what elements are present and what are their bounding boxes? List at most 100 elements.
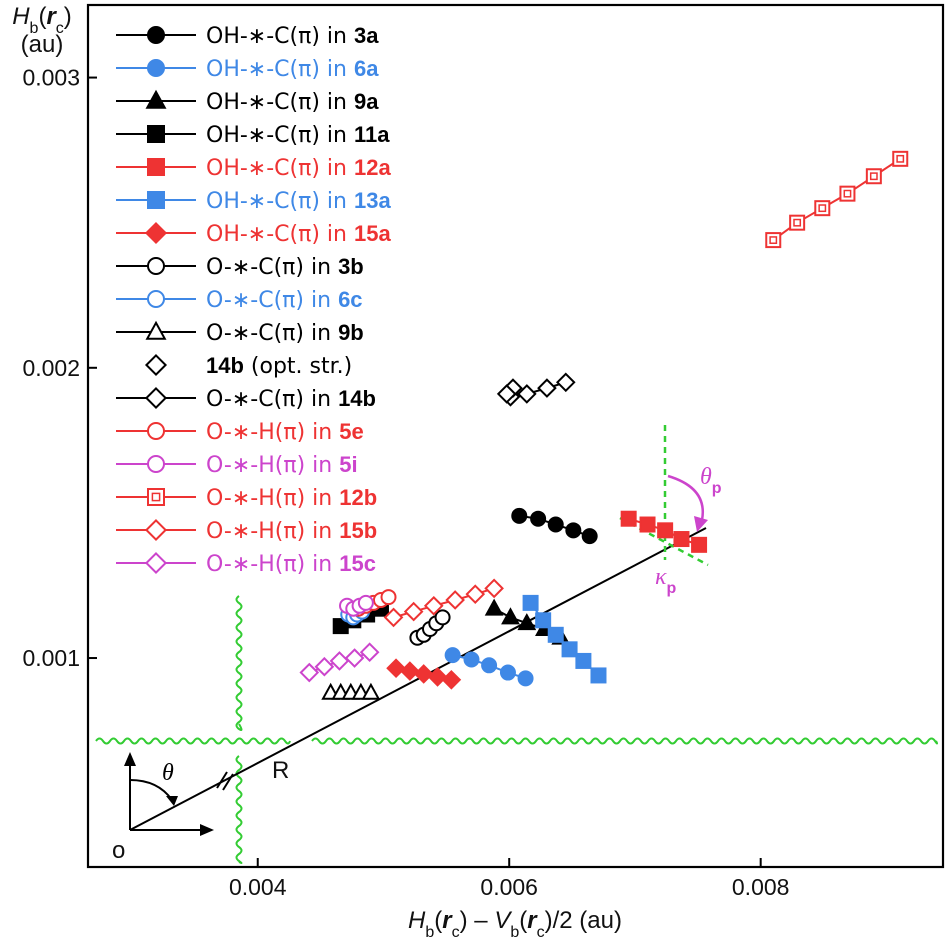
legend-marker (147, 488, 165, 506)
series-5i (339, 594, 374, 617)
data-point (765, 232, 782, 249)
legend-marker (144, 386, 168, 410)
series-9b (321, 682, 381, 700)
data-point-inner (896, 154, 905, 163)
legend-entry: O-∗-H(π) in 5e (116, 419, 364, 445)
legend-marker (145, 320, 167, 340)
series-3a (511, 507, 598, 545)
data-point (565, 522, 582, 539)
data-point (386, 658, 406, 679)
legend-marker (147, 257, 165, 275)
data-point (789, 214, 806, 231)
data-point (547, 626, 564, 643)
legend-entry: O-∗-H(π) in 12b (116, 485, 377, 511)
data-point (445, 590, 465, 610)
wavy-separator-horizontal-left (95, 737, 291, 745)
data-point (463, 651, 480, 668)
y-tick-label: 0.001 (22, 645, 80, 671)
legend-marker (144, 221, 168, 245)
data-point (501, 607, 520, 625)
data-point (383, 607, 404, 628)
data-point (344, 648, 365, 668)
legend-label: OH-∗-C(π) in 3a (206, 23, 379, 49)
data-point (361, 682, 381, 700)
legend-label: O-∗-C(π) in 3b (206, 254, 364, 280)
legend-label: O-∗-C(π) in 14b (206, 386, 376, 412)
data-point (530, 510, 547, 527)
data-point (673, 531, 690, 548)
theta-label: θ (162, 760, 174, 786)
data-point (444, 647, 461, 664)
data-point (547, 516, 564, 533)
legend-marker (147, 125, 165, 143)
data-point (400, 661, 420, 681)
origin-label: o (112, 837, 125, 864)
legend-label: O-∗-C(π) in 6c (206, 287, 363, 313)
legend-marker (144, 353, 168, 377)
legend-label: O-∗-H(π) in 15c (206, 551, 376, 577)
legend-entry: O-∗-H(π) in 15b (116, 518, 377, 544)
legend-entry: OH-∗-C(π) in 13a (116, 188, 391, 214)
data-point (517, 670, 534, 687)
data-point-inner (769, 236, 778, 244)
x-axis: 0.004 0.006 0.008 (229, 858, 789, 900)
data-point (423, 595, 444, 616)
legend-label: OH-∗-C(π) in 12a (206, 155, 391, 181)
data-point (427, 667, 448, 687)
data-point (465, 584, 486, 604)
y-axis-title: Hb(rc) (12, 3, 72, 37)
theta-p-label: θp (700, 464, 722, 497)
legend-entry: OH-∗-C(π) in 3a (116, 23, 379, 49)
data-point (892, 150, 909, 167)
legend-label: OH-∗-C(π) in 13a (206, 188, 391, 214)
arrow-up-icon (124, 752, 136, 766)
data-point (639, 516, 656, 533)
data-point (517, 384, 537, 404)
legend-label: OH-∗-C(π) in 15a (206, 221, 391, 247)
data-point-inner (818, 204, 827, 213)
legend-label: OH-∗-C(π) in 9a (206, 89, 379, 115)
series-15c (299, 642, 380, 683)
legend-label: 14b (opt. str.) (206, 353, 352, 379)
legend-marker (147, 26, 165, 44)
data-point (537, 378, 557, 398)
legend: OH-∗-C(π) in 3a OH-∗-C(π) in 6a OH-∗-C(π) … (116, 23, 391, 577)
legend-entry: O-∗-C(π) in 6c (116, 287, 363, 313)
data-point (590, 667, 607, 684)
kappa-p-label: κp (655, 564, 677, 597)
data-point (484, 578, 504, 599)
series-12b (765, 150, 909, 249)
legend-label: O-∗-C(π) in 9b (206, 320, 364, 346)
legend-marker (144, 551, 168, 575)
data-point (522, 594, 539, 611)
data-point (561, 641, 578, 658)
data-point (403, 601, 424, 622)
legend-entry: OH-∗-C(π) in 11a (116, 122, 390, 148)
legend-entry: O-∗-H(π) in 15c (116, 551, 376, 577)
r-label: R (272, 757, 289, 784)
data-point-inner (869, 172, 878, 181)
data-point (357, 594, 374, 611)
data-point (380, 589, 397, 606)
x-axis-title: Hb(rc) – Vb(rc)/2 (au) (408, 907, 622, 941)
legend-entry: O-∗-C(π) in 3b (116, 254, 364, 280)
data-point (865, 168, 882, 185)
data-point (839, 185, 856, 202)
legend-entry: O-∗-C(π) in 14b (116, 386, 376, 412)
legend-marker (147, 191, 165, 209)
axis-break-mark-1 (216, 771, 228, 789)
data-point (299, 662, 320, 683)
series-6a (444, 647, 534, 687)
y-tick-label: 0.003 (22, 65, 80, 91)
legend-entry: OH-∗-C(π) in 15a (116, 221, 391, 247)
series-12a (620, 510, 708, 553)
legend-entry: O-∗-H(π) in 5i (116, 452, 358, 478)
y-axis: 0.001 0.002 0.003 (22, 65, 97, 671)
data-point (484, 598, 504, 616)
data-point (814, 200, 831, 217)
x-tick-label: 0.004 (229, 874, 287, 900)
data-point (314, 656, 335, 677)
data-point (555, 372, 576, 393)
data-point (481, 657, 498, 674)
legend-marker (147, 455, 165, 473)
